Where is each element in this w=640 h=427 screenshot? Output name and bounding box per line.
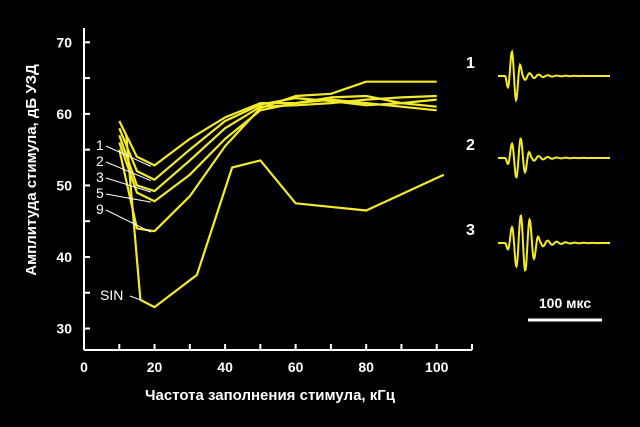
waveform-number-3: 3: [466, 222, 475, 239]
axes: 0 20 40 60 80 100 30 40 50 60 70: [56, 28, 473, 375]
x-tick-label: 60: [288, 359, 304, 375]
series-leader-line: [105, 145, 152, 167]
x-tick-label: 0: [80, 359, 88, 375]
waveform-number-1: 1: [466, 55, 475, 72]
series-leader-line: [105, 161, 152, 182]
scale-bar-label: 100 мкс: [539, 295, 591, 311]
y-tick-label: 50: [56, 177, 72, 193]
waveform-trace-1: [498, 49, 610, 103]
y-tick-label: 70: [56, 34, 72, 50]
x-tick-label: 20: [147, 359, 163, 375]
series-label-2: 2: [96, 153, 104, 169]
series-leader-line: [105, 193, 152, 203]
x-axis-title: Частота заполнения стимула, кГц: [145, 387, 396, 404]
series-label-5: 5: [96, 185, 104, 201]
series-line-2: [118, 97, 437, 181]
y-axis-title: Амплитуда стимула, дБ УЗД: [23, 64, 40, 276]
y-tick-label: 60: [56, 106, 72, 122]
series-line-5: [118, 94, 437, 203]
waveform-trace-2: [498, 137, 610, 179]
x-tick-label: 100: [425, 359, 449, 375]
series-label-9: 9: [96, 201, 104, 217]
series-leader-line: [105, 177, 152, 193]
waveform-panel: 1 2 3: [466, 49, 610, 272]
x-tick-label: 80: [358, 359, 374, 375]
series-line-9: [118, 80, 437, 233]
series-leader-line: [129, 295, 141, 301]
y-tick-label: 40: [56, 249, 72, 265]
series-label-sin: SIN: [100, 287, 123, 303]
waveform-trace-3: [498, 214, 610, 272]
series-line-3: [118, 94, 437, 193]
y-tick-label: 30: [56, 321, 72, 337]
series-line-sin: [125, 135, 445, 309]
series-label-1: 1: [96, 137, 104, 153]
series-leader-line: [105, 209, 152, 233]
x-tick-label: 40: [217, 359, 233, 375]
series-group: [118, 80, 445, 309]
waveform-number-2: 2: [466, 137, 475, 154]
series-line-1: [118, 98, 437, 167]
series-label-3: 3: [96, 169, 104, 185]
